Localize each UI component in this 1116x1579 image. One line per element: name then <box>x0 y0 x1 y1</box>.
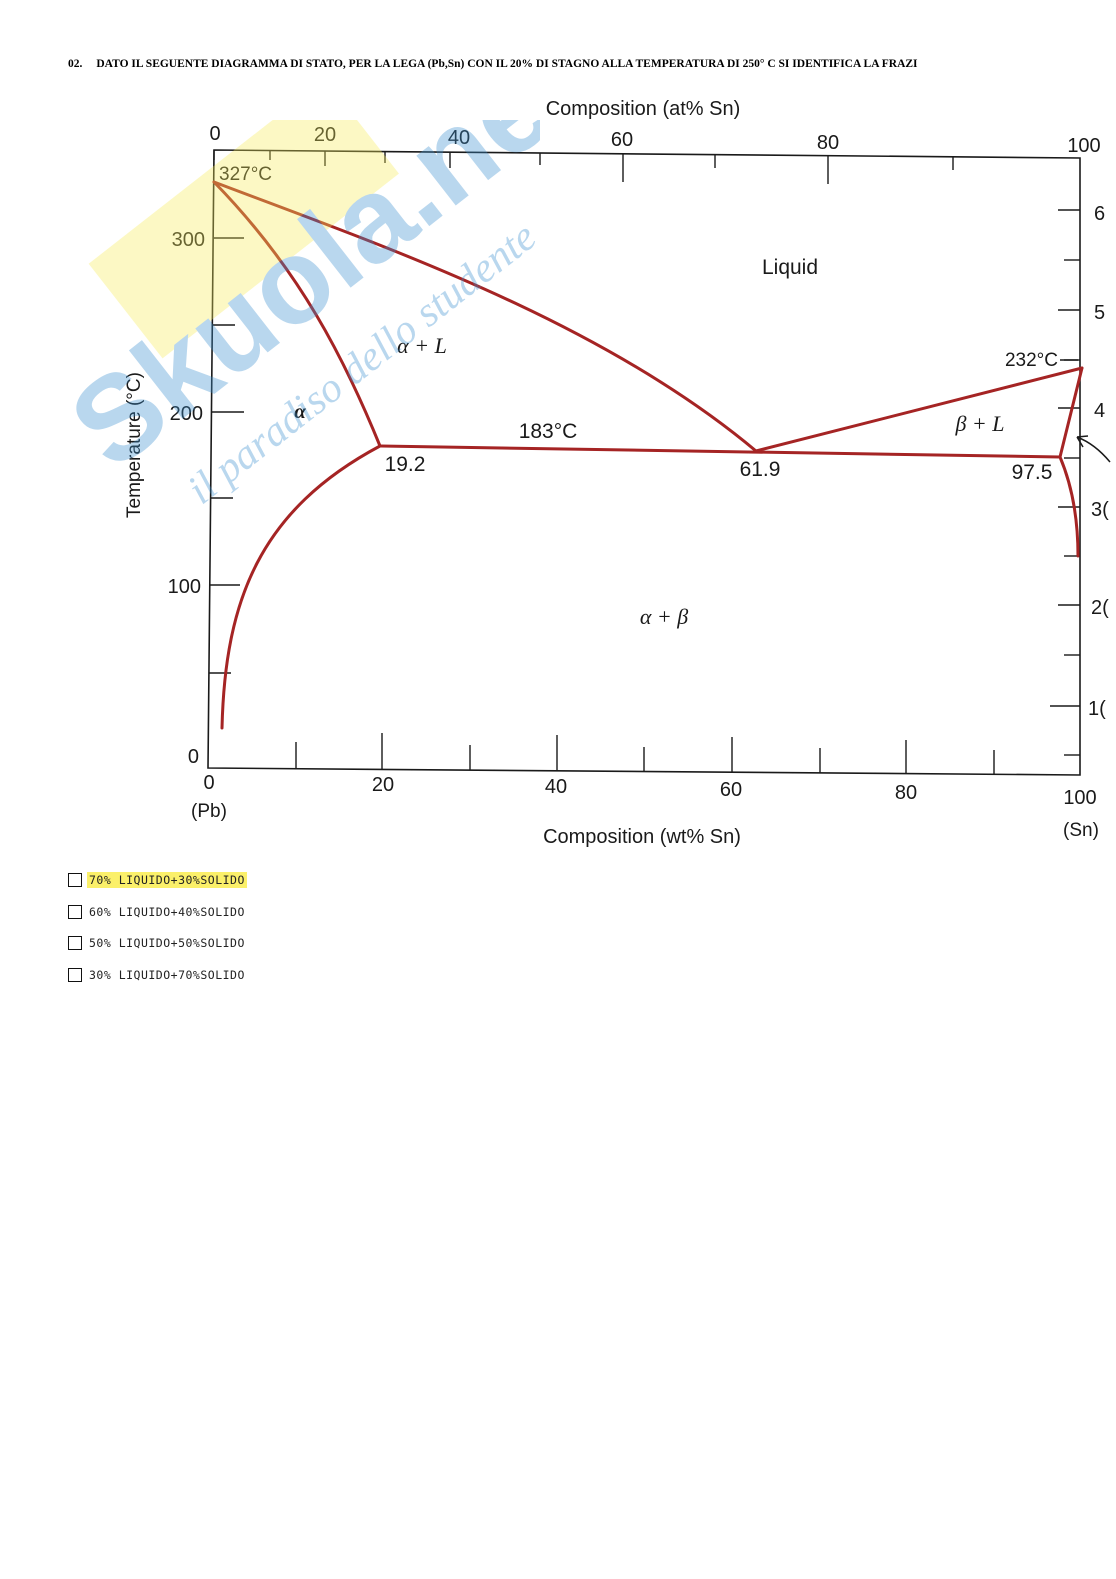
top-axis-title: Composition (at% Sn) <box>546 98 741 120</box>
bottom-tick-80: 80 <box>895 782 917 804</box>
answer-option-4[interactable]: 30% LIQUIDO+70%SOLIDO <box>68 967 247 983</box>
top-tick-0: 0 <box>209 123 220 145</box>
diagram-frame <box>207 149 1081 776</box>
label-beta-solubility: 97.5 <box>1012 461 1053 484</box>
right-tick-3: 3( <box>1091 499 1109 521</box>
question-number: 02. <box>68 58 83 70</box>
liquidus-sn-side <box>754 366 1084 453</box>
answer-options: 70% LIQUIDO+30%SOLIDO 60% LIQUIDO+40%SOL… <box>68 872 247 998</box>
right-axis-ticks <box>1050 209 1080 756</box>
answer-label-4: 30% LIQUIDO+70%SOLIDO <box>89 967 245 982</box>
phase-boundaries <box>212 180 1084 730</box>
bottom-axis-title: Composition (wt% Sn) <box>543 826 741 848</box>
bottom-tick-20: 20 <box>372 774 394 796</box>
eutectic-line <box>378 444 1062 459</box>
label-pb: (Pb) <box>191 801 227 822</box>
bottom-tick-40: 40 <box>545 776 567 798</box>
right-tick-5: 5 <box>1094 302 1105 324</box>
liquidus-pb-side <box>212 180 758 453</box>
answer-option-2[interactable]: 60% LIQUIDO+40%SOLIDO <box>68 904 247 920</box>
bottom-tick-100: 100 <box>1063 787 1096 809</box>
right-tick-2: 2( <box>1091 597 1109 619</box>
phase-diagram-svg: 0 20 40 60 80 100 Composition (at% Sn) 3… <box>124 98 1111 848</box>
answer-label-2: 60% LIQUIDO+40%SOLIDO <box>89 904 245 919</box>
answer-option-3[interactable]: 50% LIQUIDO+50%SOLIDO <box>68 935 247 951</box>
label-eutectic-comp: 61.9 <box>740 458 781 481</box>
top-axis-ticks <box>213 150 954 184</box>
top-tick-80: 80 <box>817 132 839 154</box>
question-text: 02. DATO IL SEGUENTE DIAGRAMMA DI STATO, … <box>68 58 1116 70</box>
answer-label-3: 50% LIQUIDO+50%SOLIDO <box>89 936 245 950</box>
right-tick-1: 1( <box>1088 698 1106 720</box>
solidus-beta <box>1058 366 1084 459</box>
answer-checkbox-3[interactable] <box>68 936 82 950</box>
region-alpha-plus-beta: α + β <box>640 604 688 629</box>
pointer-arrow <box>1076 435 1111 463</box>
question-body: DATO IL SEGUENTE DIAGRAMMA DI STATO, PER… <box>96 58 918 70</box>
answer-option-1[interactable]: 70% LIQUIDO+30%SOLIDO <box>68 872 247 888</box>
left-tick-200: 200 <box>170 403 203 425</box>
left-tick-0: 0 <box>188 746 199 768</box>
region-liquid: Liquid <box>762 256 818 279</box>
right-tick-6: 6 <box>1094 203 1105 225</box>
region-beta-plus-l: β + L <box>954 411 1004 436</box>
solvus-beta <box>1058 455 1080 558</box>
label-sn-melting: 232°C <box>1005 350 1058 371</box>
bottom-axis-ticks <box>295 733 995 774</box>
label-pb-melting: 327°C <box>219 164 272 185</box>
left-axis-title: Temperature (°C) <box>124 372 145 518</box>
solidus-alpha <box>212 180 382 448</box>
left-axis-ticks <box>209 237 244 674</box>
bottom-tick-0: 0 <box>203 772 214 794</box>
label-eutectic-temp: 183°C <box>519 420 578 443</box>
label-sn: (Sn) <box>1063 820 1099 841</box>
right-tick-4: 4 <box>1094 400 1105 422</box>
top-tick-40: 40 <box>448 127 470 149</box>
answer-checkbox-1[interactable] <box>68 873 82 887</box>
top-tick-20: 20 <box>314 124 336 146</box>
bottom-tick-60: 60 <box>720 779 742 801</box>
region-alpha-plus-l: α + L <box>397 333 447 358</box>
answer-checkbox-4[interactable] <box>68 967 82 982</box>
answer-label-1: 70% LIQUIDO+30%SOLIDO <box>87 872 247 888</box>
solvus-alpha <box>220 444 382 730</box>
top-tick-100: 100 <box>1067 135 1100 157</box>
left-tick-100: 100 <box>168 576 201 598</box>
region-alpha: α <box>294 399 306 423</box>
left-tick-300: 300 <box>172 229 205 251</box>
label-alpha-solubility: 19.2 <box>385 453 426 476</box>
answer-checkbox-2[interactable] <box>68 904 82 919</box>
top-tick-60: 60 <box>611 129 633 151</box>
phase-diagram: 0 20 40 60 80 100 Composition (at% Sn) 3… <box>0 85 1116 865</box>
